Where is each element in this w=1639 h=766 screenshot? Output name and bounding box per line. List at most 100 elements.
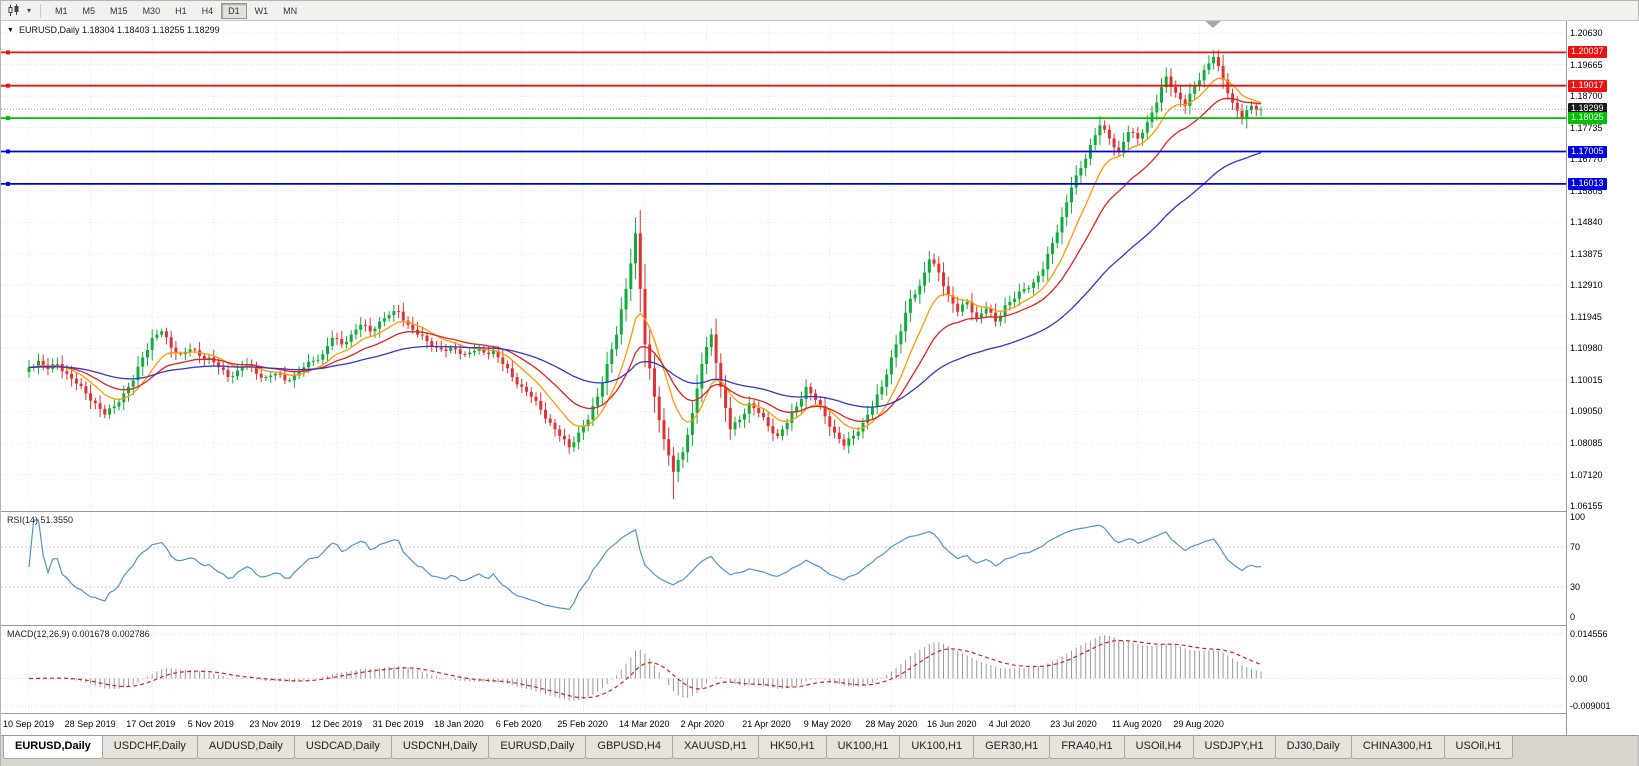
chart-tab-gbpusd-h4[interactable]: GBPUSD,H4 <box>585 736 673 759</box>
price-label-1.16013: 1.16013 <box>1568 177 1607 190</box>
price-tick: 1.18700 <box>1570 91 1603 102</box>
time-label: 23 Nov 2019 <box>249 719 301 729</box>
chart-tab-usdjpy-h1[interactable]: USDJPY,H1 <box>1192 736 1276 759</box>
price-tick: 1.16770 <box>1570 154 1603 165</box>
chart-tab-hk50-h1[interactable]: HK50,H1 <box>757 736 827 759</box>
chart-tab-usoil-h4[interactable]: USOil,H4 <box>1123 736 1194 759</box>
ma-mid-line <box>28 97 1262 423</box>
price-tick: 1.10980 <box>1570 343 1603 354</box>
time-label: 5 Nov 2019 <box>187 719 234 729</box>
symbol-ohlc-text: EURUSD,Daily 1.18304 1.18403 1.18255 1.1… <box>18 25 220 35</box>
level-line-handle[interactable] <box>6 116 10 121</box>
time-label: 4 Jul 2020 <box>988 719 1031 729</box>
time-label: 10 Sep 2019 <box>3 719 55 729</box>
timeframe-h4-button[interactable]: H4 <box>201 5 214 16</box>
price-tick: 1.11945 <box>1570 311 1602 322</box>
chart-tab-audusd-daily[interactable]: AUDUSD,Daily <box>196 736 295 759</box>
macd-tick: 0.014556 <box>1570 629 1608 639</box>
time-label: 23 Jul 2020 <box>1050 719 1097 729</box>
price-tick: 1.08085 <box>1570 437 1603 448</box>
macd-tick: 0.00 <box>1570 673 1588 684</box>
chart-tab-usdcnh-daily[interactable]: USDCNH,Daily <box>390 736 490 759</box>
chart-type-dropdown-icon[interactable]: ▾ <box>27 6 32 15</box>
time-label: 2 Apr 2020 <box>680 719 725 729</box>
chart-panes: ▼ EURUSD,Daily 1.18304 1.18403 1.18255 1… <box>1 21 1566 735</box>
rsi-tick: 70 <box>1570 542 1581 552</box>
chart-tab-uk100-h1[interactable]: UK100,H1 <box>825 736 901 759</box>
time-label: 28 May 2020 <box>865 719 918 729</box>
time-label: 16 Jun 2020 <box>927 719 977 729</box>
timeframe-m5-button[interactable]: M5 <box>82 5 96 16</box>
chart-tab-eurusd-daily[interactable]: EURUSD,Daily <box>3 736 103 759</box>
toolbar: ▾ M1 M5 M15 M30 H1 H4 D1 W1 MN <box>1 1 1638 21</box>
timeframe-h1-button[interactable]: H1 <box>175 5 187 16</box>
rsi-line <box>28 519 1262 611</box>
time-label: 29 Aug 2020 <box>1173 719 1224 729</box>
price-tick: 1.19665 <box>1570 59 1603 70</box>
time-label: 11 Aug 2020 <box>1111 719 1162 729</box>
chart-tab-usoil-h1[interactable]: USOil,H1 <box>1443 736 1514 759</box>
chart-tab-fra40-h1[interactable]: FRA40,H1 <box>1049 736 1125 759</box>
ma-slow-line <box>29 151 1262 408</box>
rsi-canvas[interactable] <box>1 512 1566 625</box>
time-axis[interactable]: 10 Sep 2019 28 Sep 2019 17 Oct 2019 5 Nov 2… <box>1 713 1566 735</box>
price-tick: 1.13875 <box>1570 248 1603 259</box>
time-label: 14 Mar 2020 <box>619 719 670 729</box>
macd-histogram <box>33 635 1262 701</box>
level-line-handle[interactable] <box>6 181 10 186</box>
chart-tab-xauusd-h1[interactable]: XAUUSD,H1 <box>671 736 759 759</box>
timeframe-mn-button[interactable]: MN <box>283 5 298 16</box>
macd-label: MACD(12,26,9) 0.001678 0.002786 <box>7 629 150 639</box>
chart-tab-uk100-h1[interactable]: UK100,H1 <box>899 736 975 759</box>
rsi-tick: 0 <box>1570 612 1576 622</box>
macd-pane: MACD(12,26,9) 0.001678 0.002786 <box>1 625 1566 713</box>
time-label: 18 Jan 2020 <box>434 719 484 729</box>
time-label: 9 May 2020 <box>803 719 851 729</box>
time-label: 17 Oct 2019 <box>126 719 176 729</box>
chart-tab-china300-h1[interactable]: CHINA300,H1 <box>1350 736 1445 759</box>
price-tick: 1.12910 <box>1570 280 1603 291</box>
toolbar-separator <box>40 3 42 18</box>
timeframe-m15-button[interactable]: M15 <box>110 5 128 16</box>
chart-tab-dj30-daily[interactable]: DJ30,Daily <box>1274 736 1352 759</box>
price-tick: 1.14840 <box>1570 217 1603 228</box>
time-label: 25 Feb 2020 <box>557 719 608 729</box>
price-tick: 1.06155 <box>1570 501 1603 511</box>
price-label-1.19017: 1.19017 <box>1568 79 1607 92</box>
level-line-handle[interactable] <box>6 50 10 55</box>
chart-shift-marker[interactable] <box>1205 21 1221 28</box>
chart-tab-ger30-h1[interactable]: GER30,H1 <box>973 736 1051 759</box>
price-tick: 1.07120 <box>1570 469 1603 480</box>
price-tick: 1.20630 <box>1570 28 1603 38</box>
macd-tick: -0.009001 <box>1570 701 1611 711</box>
price-label-1.17005: 1.17005 <box>1568 145 1607 158</box>
price-tick: 1.09050 <box>1570 406 1603 417</box>
price-label-1.18025: 1.18025 <box>1568 112 1607 125</box>
ma-fast-line <box>28 77 1262 430</box>
price-tick: 1.15805 <box>1570 185 1603 196</box>
quote-collapse-icon[interactable]: ▼ <box>7 26 14 34</box>
chart-tab-eurusd-daily[interactable]: EURUSD,Daily <box>488 736 587 759</box>
level-line-handle[interactable] <box>6 83 10 88</box>
price-label-1.20037: 1.20037 <box>1568 46 1607 59</box>
timeframe-d1-button[interactable]: D1 <box>221 2 247 19</box>
symbol-quote-line: ▼ EURUSD,Daily 1.18304 1.18403 1.18255 1… <box>7 25 220 35</box>
time-label: 12 Dec 2019 <box>311 719 363 729</box>
chart-tab-usdcad-daily[interactable]: USDCAD,Daily <box>293 736 392 759</box>
rsi-pane: RSI(14) 51.3550 <box>1 511 1566 625</box>
main-chart-canvas[interactable] <box>1 21 1566 511</box>
chart-tabs-bar: EURUSD,Daily USDCHF,Daily AUDUSD,Daily USDC… <box>1 735 1638 766</box>
time-label: 31 Dec 2019 <box>372 719 424 729</box>
price-tick: 1.10015 <box>1570 374 1603 385</box>
timeframe-w1-button[interactable]: W1 <box>254 5 269 16</box>
chart-type-candles-icon[interactable] <box>5 3 23 18</box>
chart-tab-usdchf-daily[interactable]: USDCHF,Daily <box>101 736 198 759</box>
level-line-handle[interactable] <box>6 149 10 154</box>
rsi-tick: 100 <box>1570 512 1586 522</box>
macd-canvas[interactable] <box>1 626 1566 713</box>
price-tick: 1.17735 <box>1570 122 1603 133</box>
price-axis[interactable]: 1.20630 1.19665 1.18700 1.17735 1.16770 1.158… <box>1566 21 1639 735</box>
timeframe-m1-button[interactable]: M1 <box>55 5 68 16</box>
timeframe-m30-button[interactable]: M30 <box>142 5 161 16</box>
